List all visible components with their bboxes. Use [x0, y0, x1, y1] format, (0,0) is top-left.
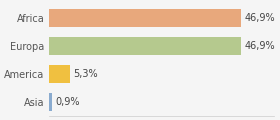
- Text: 46,9%: 46,9%: [244, 41, 275, 51]
- Bar: [49, 65, 70, 83]
- Bar: [49, 37, 241, 55]
- Text: 0,9%: 0,9%: [55, 97, 80, 107]
- Text: 46,9%: 46,9%: [244, 13, 275, 23]
- Bar: [49, 9, 241, 27]
- Bar: [49, 93, 52, 111]
- Text: 5,3%: 5,3%: [74, 69, 98, 79]
